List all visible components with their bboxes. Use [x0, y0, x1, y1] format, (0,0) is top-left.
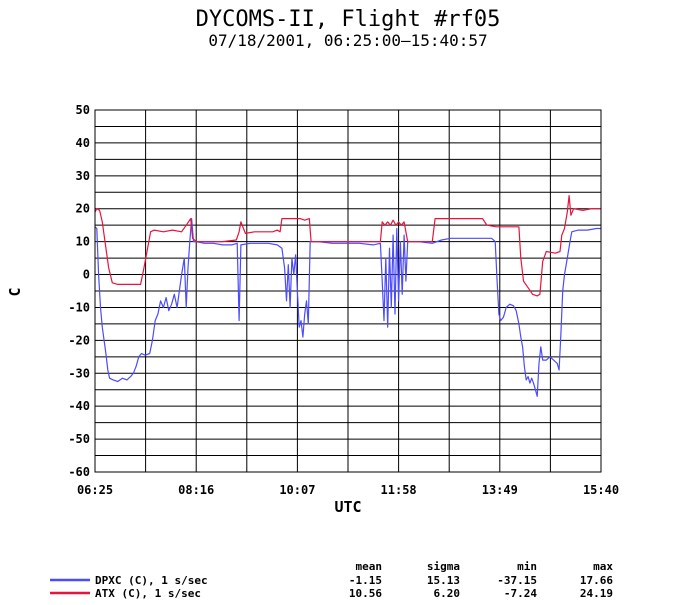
chart-title: DYCOMS-II, Flight #rf05 — [196, 7, 501, 32]
x-tick-label: 15:40 — [583, 483, 619, 497]
legend: mean sigma min max DPXC (C), 1 s/sec -1.… — [50, 560, 613, 600]
y-tick-label: -30 — [68, 366, 90, 380]
y-tick-label: -40 — [68, 399, 90, 413]
y-tick-label: 40 — [76, 136, 90, 150]
y-tick-label: -50 — [68, 432, 90, 446]
y-tick-label: 50 — [76, 103, 90, 117]
y-tick-label: 10 — [76, 235, 90, 249]
chart-subtitle: 07/18/2001, 06:25:00–15:40:57 — [208, 31, 487, 50]
y-tick-label: -10 — [68, 300, 90, 314]
x-tick-labels: 06:25 08:16 10:07 11:58 13:49 15:40 — [77, 483, 619, 497]
x-tick-label: 13:49 — [482, 483, 518, 497]
stat-atx-mean: 10.56 — [349, 587, 382, 600]
stat-atx-sigma: 6.20 — [434, 587, 461, 600]
x-tick-label: 06:25 — [77, 483, 113, 497]
y-axis-label: C — [6, 287, 24, 296]
y-tick-label: 0 — [83, 268, 90, 282]
plot-frame — [94, 109, 602, 473]
x-tick-label: 11:58 — [381, 483, 417, 497]
y-tick-label: -20 — [68, 333, 90, 347]
stats-header-min: min — [517, 560, 537, 573]
stats-header-sigma: sigma — [427, 560, 460, 573]
grid — [95, 110, 601, 472]
y-tick-labels: 50 40 30 20 10 0 -10 -20 -30 -40 -50 -60 — [68, 103, 90, 479]
legend-label-atx: ATX (C), 1 s/sec — [95, 587, 201, 600]
stat-atx-max: 24.19 — [580, 587, 613, 600]
x-tick-label: 08:16 — [178, 483, 214, 497]
y-tick-label: 20 — [76, 202, 90, 216]
stat-dpxc-min: -37.15 — [497, 574, 537, 587]
x-tick-label: 10:07 — [279, 483, 315, 497]
series-layer — [94, 195, 601, 397]
series-line-atx — [94, 195, 601, 297]
stats-header-mean: mean — [356, 560, 383, 573]
stats-header-max: max — [593, 560, 613, 573]
stat-atx-min: -7.24 — [504, 587, 537, 600]
y-tick-label: -60 — [68, 465, 90, 479]
stat-dpxc-sigma: 15.13 — [427, 574, 460, 587]
y-tick-label: 30 — [76, 169, 90, 183]
stat-dpxc-mean: -1.15 — [349, 574, 382, 587]
x-axis-label: UTC — [334, 498, 361, 516]
legend-label-dpxc: DPXC (C), 1 s/sec — [95, 574, 208, 587]
stat-dpxc-max: 17.66 — [580, 574, 613, 587]
